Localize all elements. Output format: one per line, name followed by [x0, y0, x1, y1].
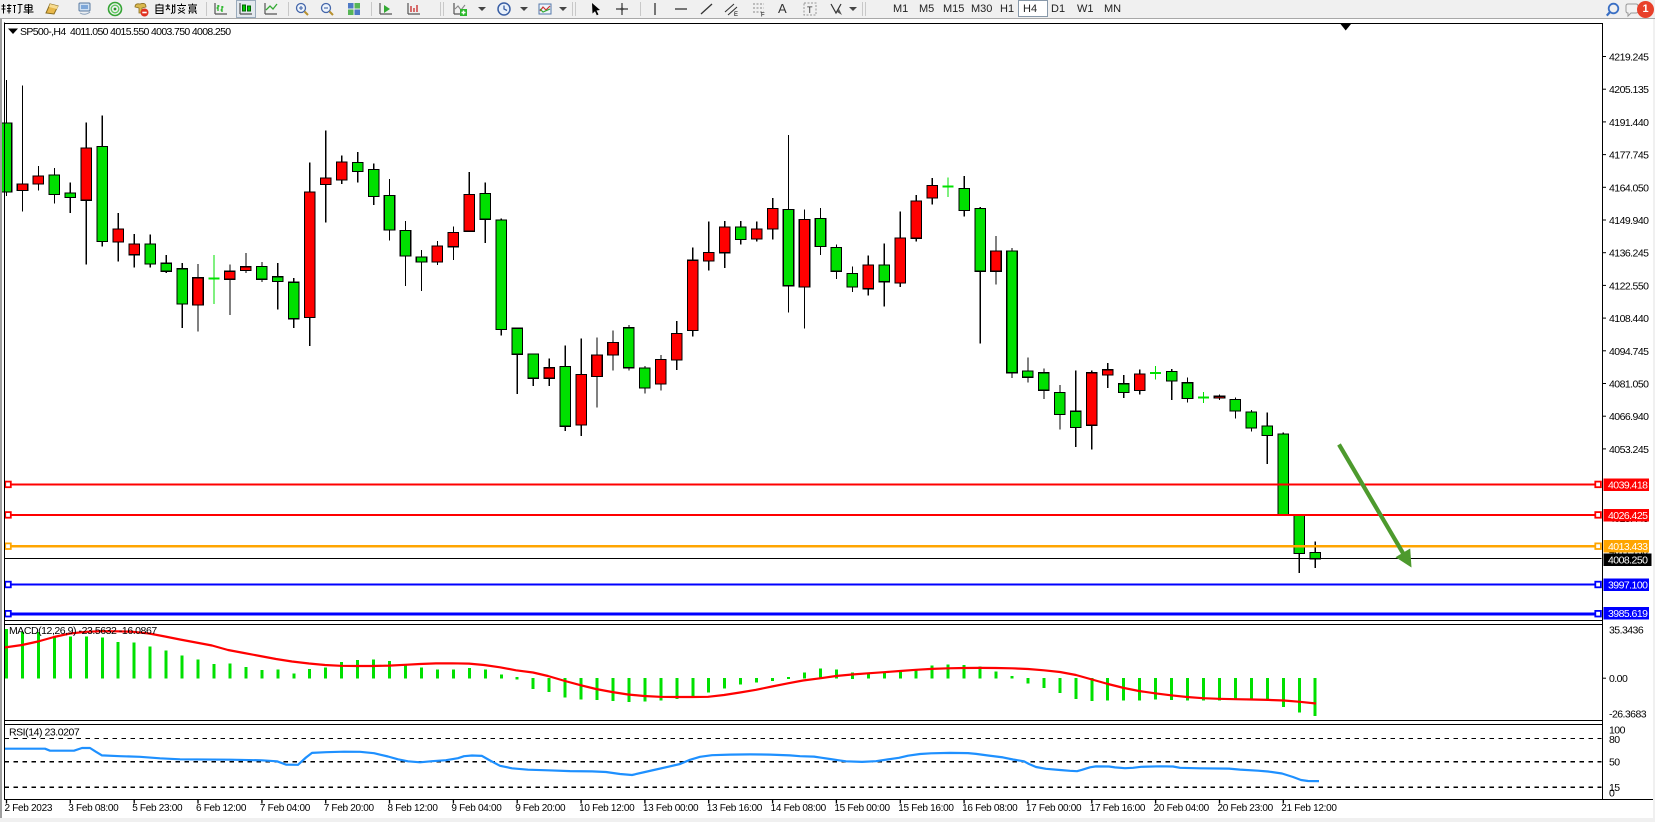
- svg-text:4177.745: 4177.745: [1609, 150, 1649, 162]
- svg-text:4008.250: 4008.250: [1608, 554, 1648, 566]
- svg-text:8 Feb 12:00: 8 Feb 12:00: [388, 803, 439, 814]
- svg-text:20 Feb 23:00: 20 Feb 23:00: [1218, 803, 1274, 814]
- svg-text:4164.050: 4164.050: [1609, 182, 1649, 194]
- svg-text:7 Feb 04:00: 7 Feb 04:00: [260, 803, 311, 814]
- svg-text:RSI(14) 23.0207: RSI(14) 23.0207: [9, 727, 80, 739]
- svg-text:21 Feb 12:00: 21 Feb 12:00: [1281, 803, 1337, 814]
- svg-text:4094.745: 4094.745: [1609, 346, 1649, 358]
- svg-text:4026.425: 4026.425: [1608, 510, 1648, 522]
- svg-text:15: 15: [1609, 782, 1620, 794]
- svg-text:9 Feb 04:00: 9 Feb 04:00: [451, 803, 502, 814]
- svg-text:17 Feb 00:00: 17 Feb 00:00: [1026, 803, 1082, 814]
- svg-text:T: T: [807, 5, 813, 15]
- svg-text:35.3436: 35.3436: [1609, 625, 1644, 637]
- svg-text:4013.433: 4013.433: [1608, 541, 1648, 553]
- svg-text:17 Feb 16:00: 17 Feb 16:00: [1090, 803, 1146, 814]
- svg-text:4039.418: 4039.418: [1608, 480, 1648, 492]
- svg-text:4219.245: 4219.245: [1609, 52, 1649, 64]
- svg-text:13 Feb 00:00: 13 Feb 00:00: [643, 803, 699, 814]
- svg-text:80: 80: [1609, 734, 1620, 746]
- svg-text:3 Feb 08:00: 3 Feb 08:00: [68, 803, 119, 814]
- svg-text:4205.135: 4205.135: [1609, 84, 1649, 96]
- svg-text:0.00: 0.00: [1609, 673, 1628, 685]
- svg-text:4108.440: 4108.440: [1609, 313, 1649, 325]
- svg-text:2 Feb 2023: 2 Feb 2023: [5, 803, 53, 814]
- svg-text:F: F: [761, 13, 765, 18]
- svg-text:3997.100: 3997.100: [1608, 579, 1648, 591]
- svg-text:4149.940: 4149.940: [1609, 215, 1649, 227]
- svg-text:0: 0: [1609, 788, 1615, 800]
- svg-text:4081.050: 4081.050: [1609, 379, 1649, 391]
- svg-text:50: 50: [1609, 757, 1620, 769]
- svg-text:20 Feb 04:00: 20 Feb 04:00: [1154, 803, 1210, 814]
- svg-text:-26.3683: -26.3683: [1609, 709, 1647, 721]
- svg-text:9 Feb 20:00: 9 Feb 20:00: [515, 803, 566, 814]
- svg-text:3985.619: 3985.619: [1608, 608, 1648, 620]
- svg-text:E: E: [734, 12, 738, 17]
- svg-text:4191.440: 4191.440: [1609, 117, 1649, 129]
- svg-text:4066.940: 4066.940: [1609, 411, 1649, 423]
- svg-text:14 Feb 08:00: 14 Feb 08:00: [771, 803, 827, 814]
- svg-text:6 Feb 12:00: 6 Feb 12:00: [196, 803, 247, 814]
- svg-text:7 Feb 20:00: 7 Feb 20:00: [324, 803, 375, 814]
- svg-text:16 Feb 08:00: 16 Feb 08:00: [962, 803, 1018, 814]
- svg-text:13 Feb 16:00: 13 Feb 16:00: [707, 803, 763, 814]
- svg-text:4136.245: 4136.245: [1609, 248, 1649, 260]
- svg-text:MACD(12,26,9) -23.5632 -16.086: MACD(12,26,9) -23.5632 -16.0867: [9, 625, 157, 637]
- svg-text:4053.245: 4053.245: [1609, 444, 1649, 456]
- svg-text:5 Feb 23:00: 5 Feb 23:00: [132, 803, 183, 814]
- svg-text:15 Feb 16:00: 15 Feb 16:00: [898, 803, 954, 814]
- svg-text:4122.550: 4122.550: [1609, 280, 1649, 292]
- svg-text:SP500-,H4 4011.050 4015.550 4: SP500-,H4 4011.050 4015.550 4003.750 400…: [20, 26, 231, 38]
- svg-text:15 Feb 00:00: 15 Feb 00:00: [834, 803, 890, 814]
- svg-text:10 Feb 12:00: 10 Feb 12:00: [579, 803, 635, 814]
- svg-text:100: 100: [1609, 724, 1626, 736]
